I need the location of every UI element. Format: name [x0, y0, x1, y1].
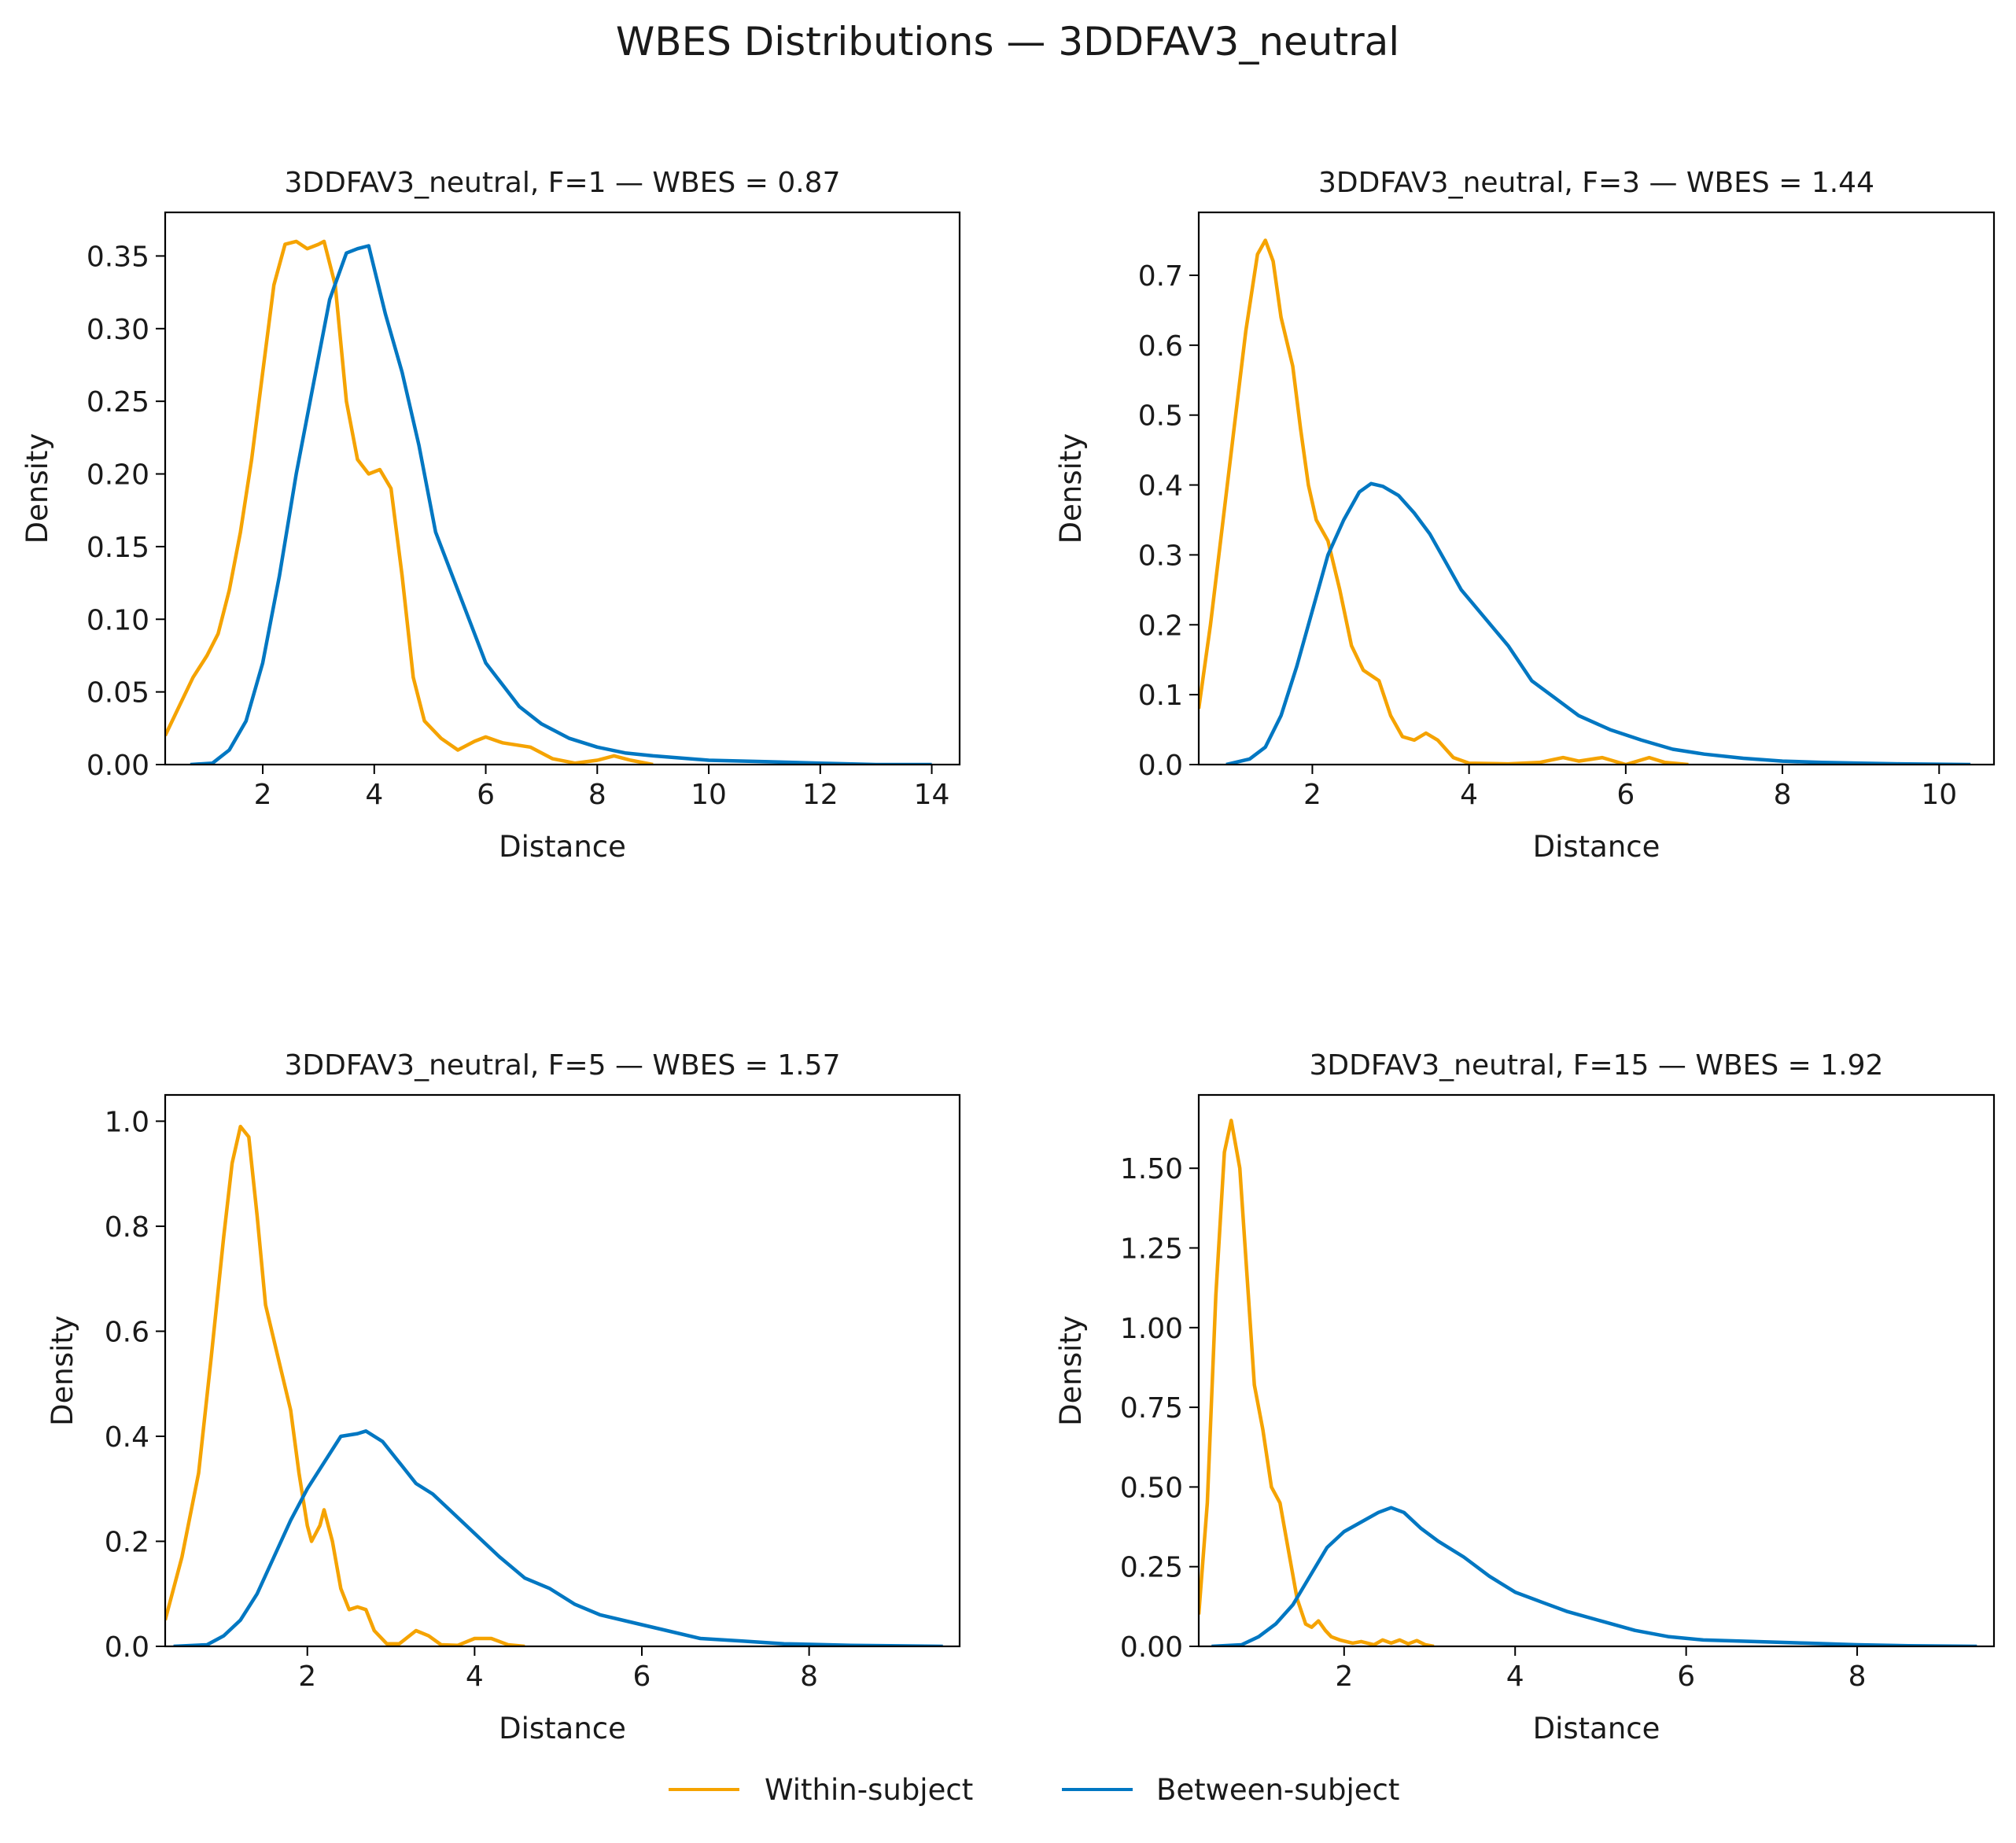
within-subject-line — [165, 239, 654, 765]
y-tick-label: 1.50 — [1120, 1153, 1183, 1185]
y-tick-label: 0.4 — [1138, 470, 1183, 503]
figure-title: WBES Distributions — 3DDFAV3_neutral — [616, 19, 1399, 65]
subplot-title: 3DDFAV3_neutral, F=3 — WBES = 1.44 — [1318, 167, 1874, 199]
within-subject-line — [1199, 1119, 1435, 1646]
y-axis-label: Density — [46, 1315, 79, 1426]
x-tick-label: 10 — [1921, 779, 1957, 811]
y-tick-label: 0.75 — [1120, 1392, 1183, 1425]
y-tick-label: 0.4 — [105, 1421, 149, 1454]
x-tick-label: 2 — [298, 1661, 316, 1693]
y-tick-label: 0.00 — [87, 750, 149, 782]
y-tick-label: 0.25 — [87, 386, 149, 418]
x-axis-label: Distance — [499, 830, 626, 864]
subplot-title: 3DDFAV3_neutral, F=1 — WBES = 0.87 — [284, 167, 840, 199]
y-tick-label: 0.2 — [105, 1526, 149, 1558]
between-subject-line — [173, 1429, 943, 1646]
legend: Within-subject Between-subject — [669, 1773, 1399, 1807]
axes-frame — [164, 211, 961, 766]
y-axis-label: Density — [1054, 433, 1088, 544]
x-tick-label: 4 — [1460, 779, 1478, 811]
subplot-title: 3DDFAV3_neutral, F=15 — WBES = 1.92 — [1310, 1049, 1884, 1082]
x-tick-label: 10 — [691, 779, 727, 811]
between-subject-line — [1225, 481, 1971, 765]
x-tick-label: 8 — [588, 779, 606, 811]
subplot-title: 3DDFAV3_neutral, F=5 — WBES = 1.57 — [284, 1049, 840, 1082]
legend-within-label: Within-subject — [765, 1773, 973, 1807]
y-tick-label: 0.0 — [1138, 750, 1183, 782]
x-tick-label: 8 — [1848, 1661, 1867, 1693]
x-tick-label: 4 — [466, 1661, 484, 1693]
subplot-2: 2 4 6 8 10 0.0 0.1 0.2 0.3 0.4 0.5 0.6 0.7 3DDFAV3_ne… — [1054, 167, 1996, 864]
x-tick-label: 4 — [1506, 1661, 1524, 1693]
axes-frame — [1197, 211, 1996, 766]
between-subject-line — [190, 244, 932, 765]
y-tick-label: 1.0 — [105, 1106, 149, 1138]
y-tick-label: 0.8 — [105, 1211, 149, 1244]
y-tick-label: 0.00 — [1120, 1631, 1183, 1664]
y-tick-label: 0.2 — [1138, 610, 1183, 642]
x-tick-label: 4 — [365, 779, 383, 811]
x-tick-label: 2 — [1303, 779, 1321, 811]
y-tick-label: 0.7 — [1138, 260, 1183, 293]
y-tick-label: 0.35 — [87, 241, 149, 273]
within-subject-line — [165, 1124, 525, 1646]
x-tick-label: 2 — [1335, 1661, 1353, 1693]
x-axis-label: Distance — [1533, 1712, 1660, 1745]
y-tick-label: 0.25 — [1120, 1552, 1183, 1584]
y-tick-label: 0.30 — [87, 314, 149, 346]
y-tick-label: 0.1 — [1138, 680, 1183, 712]
x-tick-label: 8 — [800, 1661, 818, 1693]
y-axis-label: Density — [20, 433, 54, 544]
x-tick-label: 6 — [633, 1661, 651, 1693]
x-tick-label: 6 — [477, 779, 495, 811]
y-tick-label: 1.25 — [1120, 1233, 1183, 1265]
x-tick-label: 14 — [914, 779, 950, 811]
x-tick-label: 2 — [254, 779, 272, 811]
axes-frame — [164, 1093, 961, 1648]
y-tick-label: 0.15 — [87, 532, 149, 564]
subplot-1: 2 4 6 8 10 12 14 0.00 0.05 0.10 0.15 0.20 0.25 0.30 0.… — [20, 167, 961, 864]
between-subject-line — [1211, 1506, 1977, 1646]
y-tick-label: 0.5 — [1138, 400, 1183, 433]
legend-between-label: Between-subject — [1156, 1773, 1399, 1807]
subplot-3: 2 4 6 8 0.0 0.2 0.4 0.6 0.8 1.0 3DDFAV3_neutral, F… — [46, 1049, 961, 1745]
x-axis-label: Distance — [1533, 830, 1660, 864]
y-tick-label: 0.0 — [105, 1631, 149, 1664]
y-tick-label: 0.6 — [105, 1316, 149, 1348]
x-axis-label: Distance — [499, 1712, 626, 1745]
subplots: 2 4 6 8 10 12 14 0.00 0.05 0.10 0.15 0.20 0.25 0.30 0.… — [20, 167, 1996, 1745]
y-tick-label: 0.3 — [1138, 540, 1183, 572]
y-tick-label: 0.6 — [1138, 330, 1183, 363]
subplot-4: 2 4 6 8 0.00 0.25 0.50 0.75 1.00 1.25 1.50 3DDFAV3_… — [1054, 1049, 1996, 1745]
x-tick-label: 6 — [1616, 779, 1635, 811]
axes-frame — [1197, 1093, 1996, 1648]
x-tick-label: 6 — [1677, 1661, 1695, 1693]
y-tick-label: 0.20 — [87, 459, 149, 492]
x-tick-label: 8 — [1774, 779, 1792, 811]
y-tick-label: 1.00 — [1120, 1313, 1183, 1345]
within-subject-line — [1199, 238, 1689, 765]
y-tick-label: 0.50 — [1120, 1472, 1183, 1504]
y-tick-label: 0.10 — [87, 604, 149, 636]
x-tick-label: 12 — [802, 779, 838, 811]
y-axis-label: Density — [1054, 1315, 1088, 1426]
y-tick-label: 0.05 — [87, 677, 149, 710]
